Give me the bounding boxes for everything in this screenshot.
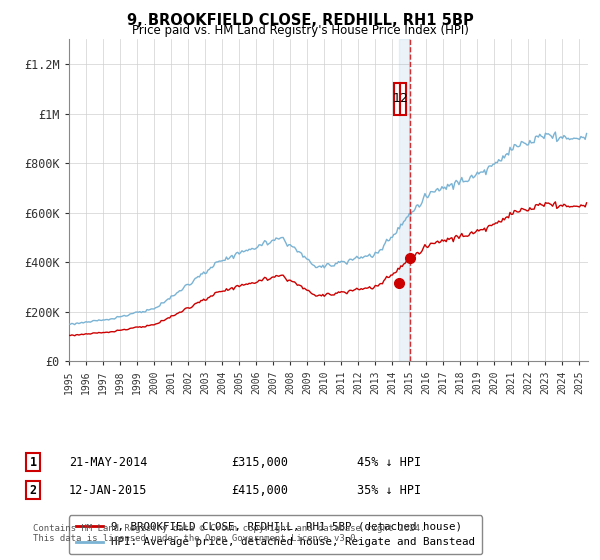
Text: 12-JAN-2015: 12-JAN-2015 [69,483,148,497]
Text: 21-MAY-2014: 21-MAY-2014 [69,455,148,469]
Bar [394,82,400,115]
Text: 35% ↓ HPI: 35% ↓ HPI [357,483,421,497]
Text: £415,000: £415,000 [231,483,288,497]
Bar [400,82,406,115]
Text: Price paid vs. HM Land Registry's House Price Index (HPI): Price paid vs. HM Land Registry's House … [131,24,469,37]
Text: 2: 2 [399,92,407,105]
Text: £315,000: £315,000 [231,455,288,469]
Legend: 9, BROOKFIELD CLOSE, REDHILL, RH1 5BP (detached house), HPI: Average price, deta: 9, BROOKFIELD CLOSE, REDHILL, RH1 5BP (d… [69,515,482,554]
Text: 1: 1 [393,92,401,105]
Text: 9, BROOKFIELD CLOSE, REDHILL, RH1 5BP: 9, BROOKFIELD CLOSE, REDHILL, RH1 5BP [127,13,473,28]
Text: 2: 2 [29,483,37,497]
Bar [398,39,410,361]
Text: 45% ↓ HPI: 45% ↓ HPI [357,455,421,469]
Text: 1: 1 [29,455,37,469]
Text: Contains HM Land Registry data © Crown copyright and database right 2024.
This d: Contains HM Land Registry data © Crown c… [33,524,425,543]
